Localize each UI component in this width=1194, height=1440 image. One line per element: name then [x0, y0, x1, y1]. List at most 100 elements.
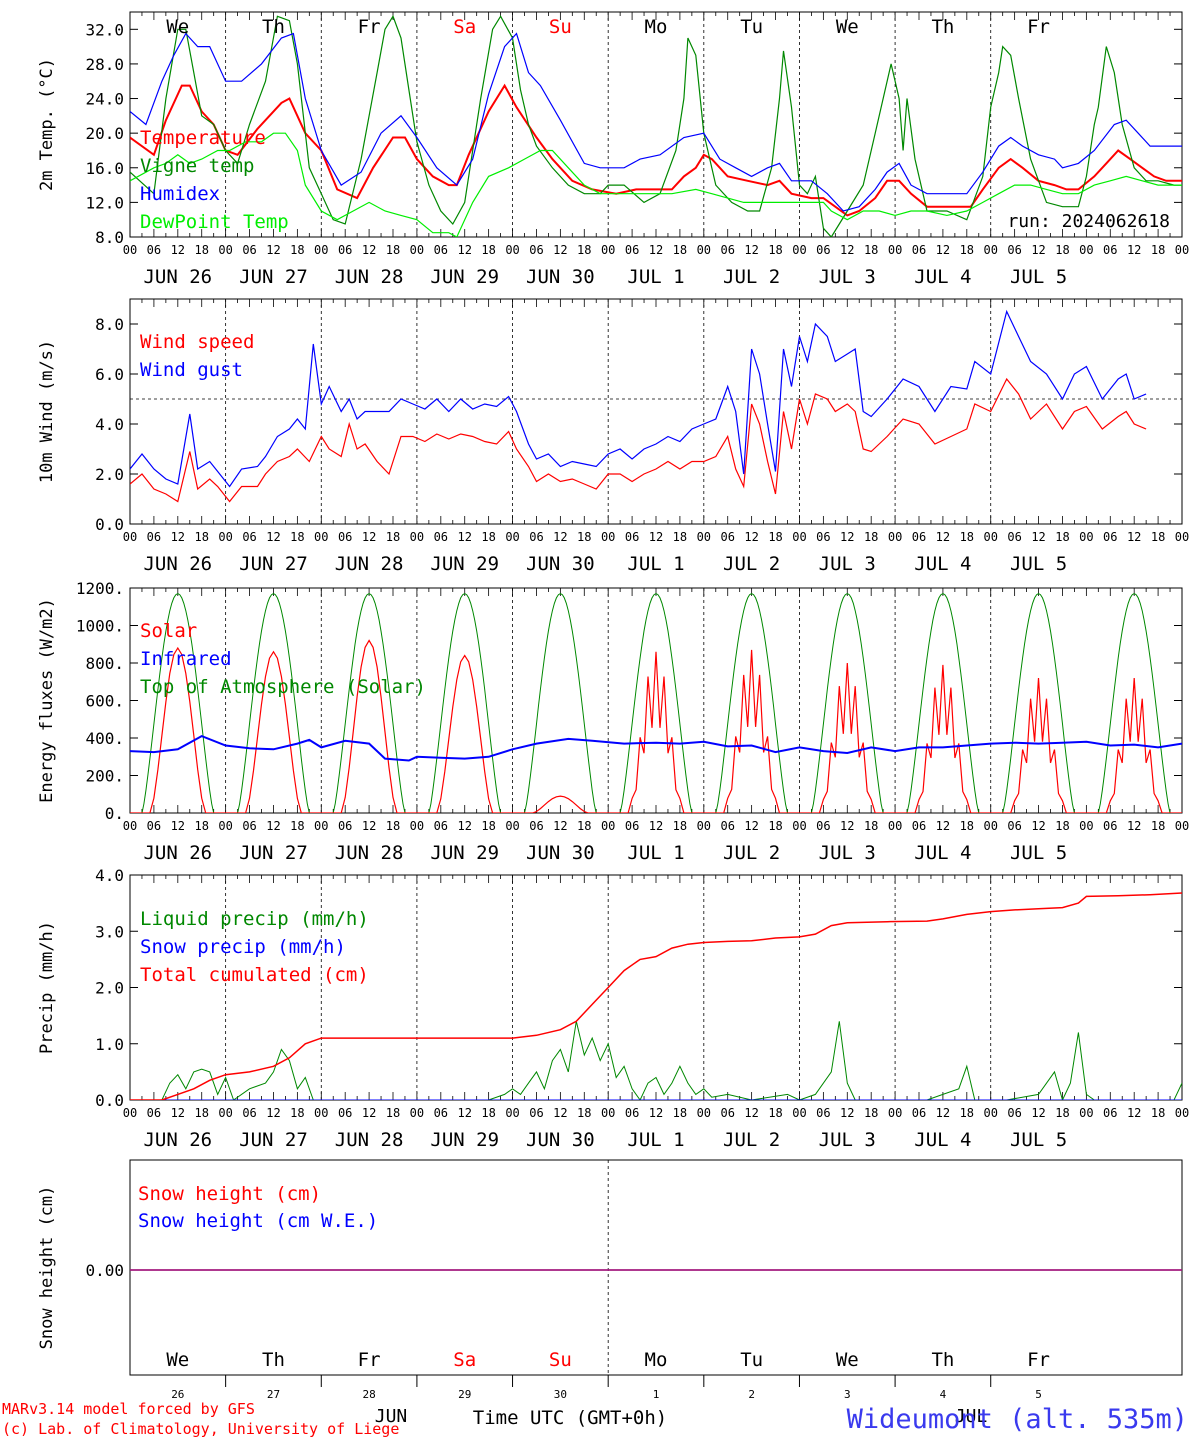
hour-tick-label: 12 [458, 243, 472, 257]
day-date-label: JUL 5 [1010, 266, 1067, 288]
hour-tick-label: 18 [864, 819, 878, 833]
series-line-solar [130, 639, 1182, 813]
hour-tick-label: 06 [1007, 1106, 1021, 1120]
hour-tick-label: 18 [960, 1106, 974, 1120]
hour-tick-label: 12 [936, 819, 950, 833]
hour-tick-label: 18 [864, 1106, 878, 1120]
day-number-label: 2 [748, 1388, 755, 1401]
hour-tick-label: 06 [1103, 819, 1117, 833]
hour-tick-label: 06 [338, 819, 352, 833]
hour-tick-label: 00 [218, 1106, 232, 1120]
hour-tick-label: 00 [888, 243, 902, 257]
day-number-label: 26 [171, 1388, 184, 1401]
lab-credit: (c) Lab. of Climatology, University of L… [2, 1420, 399, 1438]
hour-tick-label: 18 [864, 530, 878, 544]
y-tick-label: 0. [105, 804, 124, 823]
day-date-label: JUN 30 [526, 1129, 595, 1151]
legend-entry: Snow height (cm) [138, 1183, 321, 1205]
weekday-label-bottom: Th [262, 1349, 285, 1371]
day-date-label: JUL 2 [723, 266, 780, 288]
hour-tick-label: 06 [529, 819, 543, 833]
day-date-label: JUL 5 [1010, 1129, 1067, 1151]
hour-tick-label: 12 [744, 530, 758, 544]
day-date-label: JUN 30 [526, 553, 595, 575]
legend-entry: Top of Atmosphere (Solar) [140, 676, 426, 698]
legend-entry: Snow precip (mm/h) [140, 936, 346, 958]
day-date-label: JUL 2 [723, 553, 780, 575]
hour-tick-label: 00 [314, 1106, 328, 1120]
hour-tick-label: 06 [912, 819, 926, 833]
legend-entry: Snow height (cm W.E.) [138, 1210, 378, 1232]
time-axis-label: Time UTC (GMT+0h) [473, 1407, 667, 1429]
day-date-label: JUN 26 [143, 1129, 212, 1151]
hour-tick-label: 18 [195, 243, 209, 257]
hour-tick-label: 00 [410, 530, 424, 544]
weekday-label: Fr [358, 16, 381, 38]
hour-tick-label: 18 [1055, 819, 1069, 833]
series-line-wind-speed [130, 377, 1147, 503]
energy-series-group [130, 593, 1182, 813]
weekday-label: We [836, 16, 859, 38]
legend-entry: Solar [140, 620, 197, 642]
hour-tick-label: 18 [386, 819, 400, 833]
y-tick-label: 400. [85, 729, 124, 748]
weekday-label: Mo [645, 16, 668, 38]
day-date-label: JUN 29 [430, 842, 499, 864]
day-date-label: JUL 3 [819, 553, 876, 575]
hour-tick-label: 18 [481, 530, 495, 544]
y-tick-label: 4.0 [95, 866, 124, 885]
day-number-label: 3 [844, 1388, 851, 1401]
hour-tick-label: 18 [481, 243, 495, 257]
day-date-label: JUL 5 [1010, 842, 1067, 864]
hour-tick-label: 06 [1007, 819, 1021, 833]
hour-tick-label: 00 [1079, 530, 1093, 544]
day-date-label: JUN 29 [430, 1129, 499, 1151]
hour-tick-label: 06 [147, 243, 161, 257]
y-tick-label: 0.0 [95, 515, 124, 534]
y-tick-label: 3.0 [95, 922, 124, 941]
hour-tick-label: 18 [481, 819, 495, 833]
y-tick-label: 200. [85, 767, 124, 786]
hour-tick-label: 18 [1055, 243, 1069, 257]
y-axis-label: Snow height (cm) [37, 1186, 57, 1350]
hour-tick-label: 00 [1175, 1106, 1189, 1120]
hour-tick-label: 06 [434, 243, 448, 257]
y-tick-label: 4.0 [95, 415, 124, 434]
hour-tick-label: 18 [768, 530, 782, 544]
legend-entry: Total cumulated (cm) [140, 964, 369, 986]
day-date-label: JUN 29 [430, 266, 499, 288]
day-date-label: JUN 28 [335, 553, 404, 575]
hour-tick-label: 18 [290, 1106, 304, 1120]
hour-tick-label: 18 [290, 819, 304, 833]
hour-tick-label: 18 [673, 243, 687, 257]
hour-tick-label: 00 [123, 530, 137, 544]
hour-tick-label: 18 [864, 243, 878, 257]
day-date-label: JUL 3 [819, 842, 876, 864]
hour-tick-label: 06 [338, 530, 352, 544]
weekday-label: Th [262, 16, 285, 38]
day-date-label: JUN 29 [430, 553, 499, 575]
hour-tick-label: 18 [290, 530, 304, 544]
hour-tick-label: 18 [577, 530, 591, 544]
precip-series-group [130, 892, 1182, 1100]
hour-tick-label: 00 [888, 1106, 902, 1120]
hour-tick-label: 00 [984, 530, 998, 544]
hour-tick-label: 12 [458, 819, 472, 833]
weekday-label: Fr [1027, 16, 1050, 38]
hour-tick-label: 00 [888, 819, 902, 833]
day-date-label: JUL 3 [819, 1129, 876, 1151]
hour-tick-label: 18 [673, 819, 687, 833]
day-date-label: JUN 30 [526, 266, 595, 288]
month-label-jun: JUN [375, 1406, 408, 1427]
y-tick-label: 8.0 [95, 228, 124, 247]
y-tick-label: 1000. [76, 617, 124, 636]
series-line-dewpoint-temp [130, 132, 1182, 237]
hour-tick-label: 12 [266, 530, 280, 544]
hour-tick-label: 18 [1151, 530, 1165, 544]
hour-tick-label: 06 [147, 819, 161, 833]
hour-tick-label: 00 [218, 819, 232, 833]
hour-tick-label: 06 [912, 1106, 926, 1120]
legend-entry: Wind speed [140, 331, 254, 353]
hour-tick-label: 00 [314, 243, 328, 257]
day-date-label: JUL 2 [723, 1129, 780, 1151]
